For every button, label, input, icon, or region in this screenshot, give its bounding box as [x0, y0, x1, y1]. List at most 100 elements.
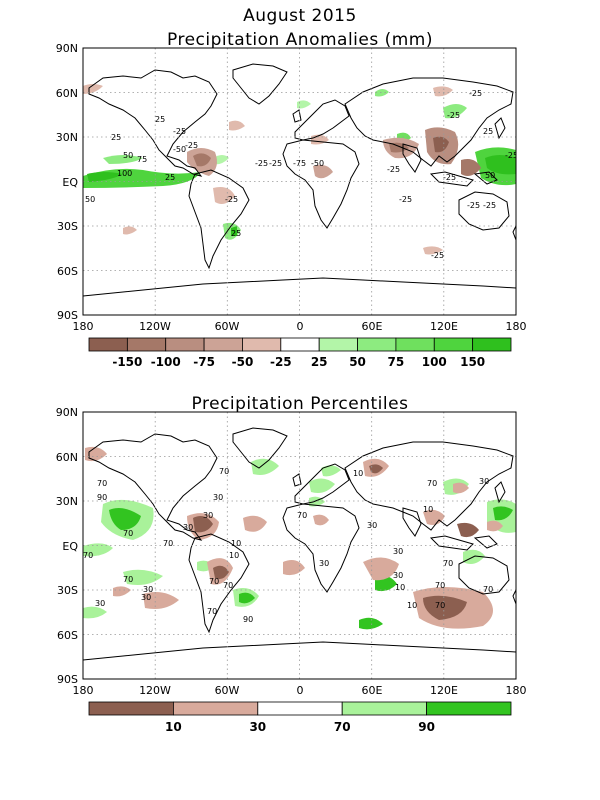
legend-swatch	[472, 337, 512, 352]
contour-label: -25	[269, 159, 282, 168]
contour-label: -25	[387, 165, 400, 174]
legend-label: 90	[418, 720, 435, 734]
contour-label: 10	[395, 583, 405, 592]
wet-anomaly-shading	[83, 89, 516, 240]
contour-label: 10	[423, 505, 433, 514]
main-title: August 2015	[243, 6, 357, 26]
contour-label: 30	[319, 559, 329, 568]
contour-label: 30	[393, 547, 403, 556]
contour-label: -50	[311, 159, 324, 168]
contour-label: 50	[85, 195, 95, 204]
contour-label: 30	[143, 585, 153, 594]
contour-label: -25	[467, 201, 480, 210]
x-tick-label: 60E	[362, 684, 383, 697]
legend-label: 25	[311, 355, 328, 369]
anomalies-legend: -150 -100 -75 -50 -25 25 50 75 100 150	[88, 337, 512, 369]
legend-swatch	[426, 701, 512, 716]
contour-label: 25	[231, 229, 241, 238]
contour-label: 70	[483, 585, 493, 594]
legend-swatch	[318, 337, 358, 352]
y-tick-label: 30N	[56, 131, 78, 144]
legend-swatch	[395, 337, 435, 352]
contour-label: 70	[443, 559, 453, 568]
y-tick-label: 60N	[56, 87, 78, 100]
x-tick-label: 0	[297, 320, 304, 333]
contour-label: -25	[443, 173, 456, 182]
contour-label: 10	[231, 539, 241, 548]
legend-swatch	[126, 337, 167, 352]
x-tick-label: 120W	[139, 684, 171, 697]
y-tick-label: 60S	[57, 629, 78, 642]
legend-swatch	[433, 337, 474, 352]
x-tick-label: 120W	[139, 320, 171, 333]
contour-label: -25	[483, 201, 496, 210]
contour-label: -50	[173, 145, 186, 154]
legend-label: 10	[165, 720, 182, 734]
contour-label: 50	[485, 171, 495, 180]
contour-label: 10	[229, 551, 239, 560]
y-tick-label: 90S	[57, 309, 78, 322]
contour-label: 70	[123, 529, 133, 538]
y-tick-label: 30N	[56, 495, 78, 508]
contour-label: 30	[183, 523, 193, 532]
contour-label: 25	[111, 133, 121, 142]
x-tick-label: 180	[506, 684, 527, 697]
percentiles-map: 70 70 10 30 90 70 70 30 30 10 70 70 70 3…	[82, 411, 517, 680]
contour-label: 70	[83, 551, 93, 560]
dry-anomaly-shading	[83, 84, 481, 255]
legend-swatch	[341, 701, 428, 716]
contour-label: 25	[155, 115, 165, 124]
legend-swatch	[242, 337, 282, 352]
contour-label: 90	[97, 493, 107, 502]
legend-swatch	[357, 337, 397, 352]
graticule	[83, 48, 516, 315]
legend-swatch	[165, 337, 205, 352]
graticule	[83, 412, 516, 679]
contour-label: 30	[95, 599, 105, 608]
anomalies-y-axis: 90N 60N 30N EQ 30S 60S 90S	[56, 42, 79, 322]
contour-label: 70	[209, 577, 219, 586]
y-tick-label: 30S	[57, 220, 78, 233]
x-tick-label: 60W	[215, 320, 240, 333]
legend-swatch	[88, 337, 128, 352]
x-tick-label: 120E	[430, 320, 458, 333]
contour-label: 50	[123, 151, 133, 160]
contour-label: 25	[165, 173, 175, 182]
percentiles-legend: 10 30 70 90	[88, 701, 512, 734]
anomaly-contour-labels: -25 -25 -25 -25 -25 -25 -25 -25 -25 -25 …	[85, 89, 516, 260]
contour-label: 70	[435, 581, 445, 590]
contour-label: 10	[353, 469, 363, 478]
contour-label: 25	[483, 127, 493, 136]
contour-label: 70	[219, 467, 229, 476]
contour-label: -25	[431, 251, 444, 260]
contour-label: 30	[367, 521, 377, 530]
percentiles-y-axis: 90N 60N 30N EQ 30S 60S 90S	[56, 406, 79, 686]
legend-label: -100	[151, 355, 181, 369]
contour-label: 70	[163, 539, 173, 548]
x-tick-label: 0	[297, 684, 304, 697]
anomalies-map: -25 -25 -25 -25 -25 -25 -25 -25 -25 -25 …	[82, 47, 517, 316]
legend-swatch	[280, 337, 320, 352]
y-tick-label: EQ	[62, 176, 78, 189]
legend-label: -75	[193, 355, 215, 369]
percentiles-x-axis: 180 120W 60W 0 60E 120E 180	[73, 684, 527, 697]
contour-label: 30	[213, 493, 223, 502]
y-tick-label: 90N	[56, 406, 78, 419]
contour-label: 75	[137, 155, 147, 164]
x-tick-label: 180	[73, 684, 94, 697]
legend-swatch	[172, 701, 259, 716]
x-tick-label: 60E	[362, 320, 383, 333]
contour-label: 10	[407, 601, 417, 610]
x-tick-label: 180	[73, 320, 94, 333]
y-tick-label: 60N	[56, 451, 78, 464]
contour-label: 70	[97, 479, 107, 488]
legend-label: -25	[270, 355, 292, 369]
percentiles-panel-title: Precipitation Percentiles	[191, 394, 409, 414]
x-tick-label: 120E	[430, 684, 458, 697]
legend-label: 100	[422, 355, 447, 369]
y-tick-label: 90S	[57, 673, 78, 686]
percentile-contour-labels: 70 70 10 30 90 70 70 30 30 10 70 70 70 3…	[83, 467, 493, 624]
contour-label: -25	[469, 89, 482, 98]
legend-label: 75	[388, 355, 405, 369]
